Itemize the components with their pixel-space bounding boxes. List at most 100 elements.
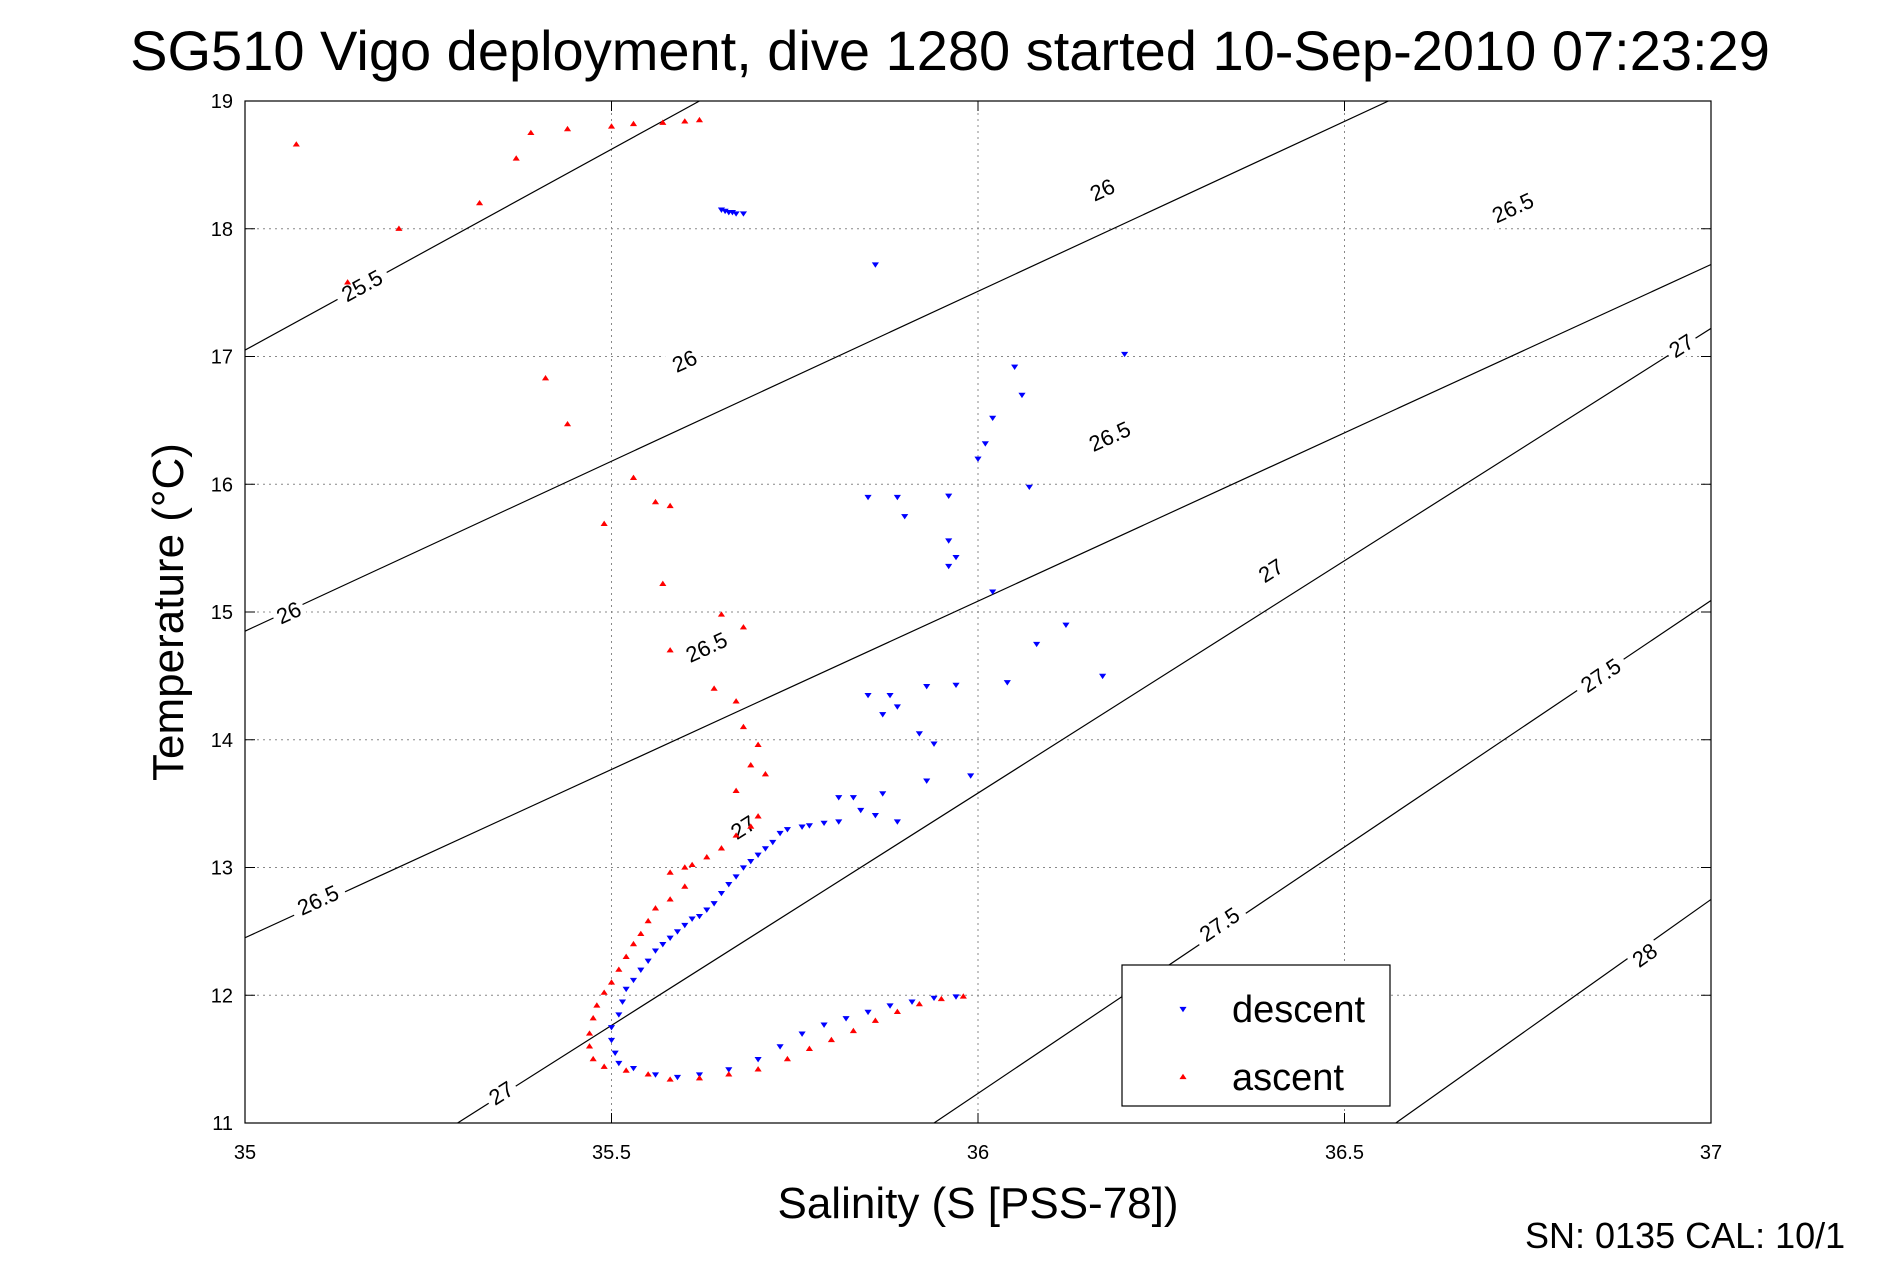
ascent-point xyxy=(710,685,718,691)
descent-point xyxy=(754,852,762,858)
ascent-point xyxy=(717,611,726,617)
descent-point xyxy=(864,494,872,501)
descent-point xyxy=(710,901,718,907)
ascent-point xyxy=(629,120,638,127)
ascent-point xyxy=(754,1066,762,1072)
chart-title: SG510 Vigo deployment, dive 1280 started… xyxy=(130,19,1770,82)
descent-point xyxy=(607,1025,616,1031)
ascent-point xyxy=(695,116,704,123)
density-contour-28 xyxy=(1395,898,1711,1123)
descent-point xyxy=(835,795,843,801)
legend-label-ascent: ascent xyxy=(1232,1057,1344,1099)
ascent-point xyxy=(717,845,726,851)
descent-point xyxy=(607,1037,616,1044)
contour-label-bg xyxy=(722,808,763,846)
ascent-point xyxy=(659,119,667,125)
legend: descent ascent xyxy=(1121,964,1391,1107)
descent-point xyxy=(945,563,953,570)
ascent-point xyxy=(563,125,572,132)
ascent-point xyxy=(703,854,711,860)
descent-point xyxy=(783,827,791,833)
descent-point xyxy=(901,514,909,520)
descent-point xyxy=(651,948,660,954)
ascent-point xyxy=(622,953,630,960)
contour-label-bg xyxy=(1570,649,1631,701)
contour-label-bg xyxy=(675,624,737,670)
descent-point xyxy=(703,907,711,913)
ascent-point xyxy=(563,420,572,427)
ascent-point xyxy=(681,864,689,870)
ascent-point xyxy=(395,225,403,231)
contour-label-bg xyxy=(1082,171,1122,208)
descent-point xyxy=(618,999,627,1005)
descent-point xyxy=(835,819,843,825)
y-tick-label: 15 xyxy=(211,602,233,624)
contour-label-bg xyxy=(331,261,393,310)
ascent-point xyxy=(651,498,660,505)
descent-point xyxy=(820,1022,828,1028)
x-tick-label: 37 xyxy=(1700,1142,1722,1164)
ascent-point xyxy=(666,502,674,509)
ascent-point xyxy=(739,723,748,730)
y-tick-label: 13 xyxy=(211,858,233,880)
contour-label-bg xyxy=(664,343,704,379)
contour-label-bg xyxy=(1079,413,1140,459)
ascent-point xyxy=(732,787,740,793)
ascent-point xyxy=(688,861,696,868)
grid-lines xyxy=(245,101,1711,1123)
descent-point xyxy=(1018,392,1026,399)
ascent-point xyxy=(622,1067,630,1073)
footer-calibration-text: SN: 0135 CAL: 10/1 xyxy=(1525,1215,1845,1256)
descent-point xyxy=(923,778,931,784)
descent-point xyxy=(673,929,682,935)
ascent-point xyxy=(849,1027,857,1034)
descent-point xyxy=(842,1016,850,1022)
y-axis-label: Temperature (°C) xyxy=(144,443,193,781)
descent-point xyxy=(622,986,630,993)
ascent-point xyxy=(681,118,689,124)
descent-point xyxy=(776,1044,784,1050)
ascent-point xyxy=(666,1076,674,1082)
descent-point xyxy=(879,712,887,718)
contour-label-bg xyxy=(1624,935,1665,974)
descent-point xyxy=(1003,680,1011,686)
ascent-point xyxy=(666,869,674,875)
density-contour-25.5 xyxy=(245,101,700,351)
ascent-point xyxy=(527,129,535,136)
ascent-point xyxy=(754,741,762,747)
descent-point xyxy=(974,456,982,462)
ascent-point xyxy=(600,1063,608,1069)
descent-point xyxy=(1011,364,1019,370)
plot-area: 25.526262626.526.526.526.52727272727.527… xyxy=(211,91,1722,1164)
ascent-point xyxy=(732,832,740,838)
descent-point xyxy=(893,704,901,710)
descent-point xyxy=(644,958,652,964)
descent-point xyxy=(952,994,960,1000)
descent-point xyxy=(769,839,777,846)
ascent-point xyxy=(600,989,608,995)
x-tick-label: 35 xyxy=(234,1142,256,1164)
ascent-point xyxy=(629,474,638,480)
descent-point xyxy=(864,1009,872,1016)
ascent-point xyxy=(732,698,740,704)
ascent-point xyxy=(754,813,762,819)
descent-point xyxy=(695,1072,704,1078)
descent-point xyxy=(798,1031,806,1037)
ascent-point xyxy=(644,1071,652,1077)
descent-point xyxy=(879,791,887,797)
descent-point xyxy=(717,890,726,897)
density-contour-26.5 xyxy=(245,263,1711,939)
descent-point xyxy=(893,494,901,501)
descent-point xyxy=(695,913,704,920)
density-contour-27 xyxy=(457,327,1711,1123)
descent-point xyxy=(681,922,689,929)
ascent-point xyxy=(871,1017,879,1023)
contour-label-bg xyxy=(1661,326,1702,365)
ascent-point xyxy=(761,771,769,777)
descent-point xyxy=(923,683,931,690)
descent-point xyxy=(930,741,938,747)
descent-point xyxy=(857,807,865,814)
descent-point xyxy=(747,859,755,865)
ascent-point xyxy=(585,1030,594,1036)
descent-point xyxy=(666,935,674,942)
